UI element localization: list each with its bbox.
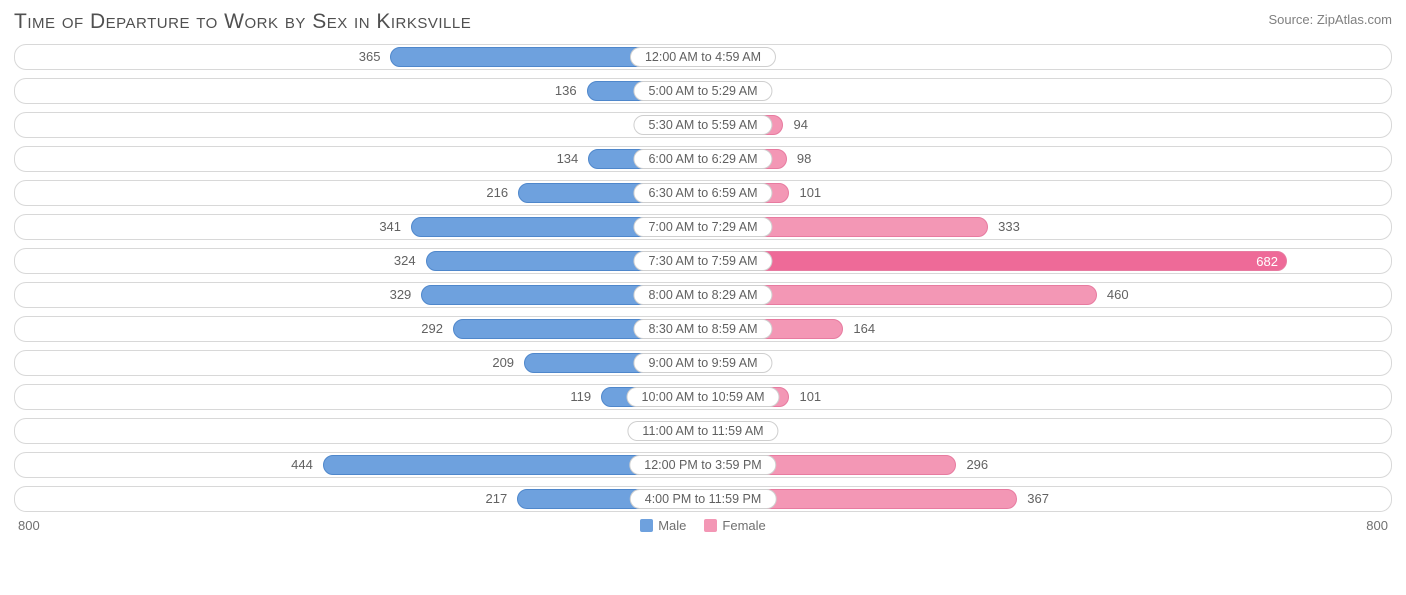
chart-row: 13695:00 AM to 5:29 AM [14,78,1392,104]
male-value: 216 [486,181,508,205]
male-value: 365 [359,45,381,69]
female-value: 94 [793,113,807,137]
female-value: 101 [799,181,821,205]
female-value: 367 [1027,487,1049,511]
female-value: 333 [998,215,1020,239]
female-swatch [704,519,717,532]
male-value: 329 [390,283,412,307]
chart-row: 574811:00 AM to 11:59 AM [14,418,1392,444]
chart-row: 341 333 7:00 AM to 7:29 AM [14,214,1392,240]
female-value: 460 [1107,283,1129,307]
legend-female: Female [704,518,765,533]
chart-header: Time of Departure to Work by Sex in Kirk… [14,10,1392,34]
male-value: 341 [379,215,401,239]
chart-row: 292 164 8:30 AM to 8:59 AM [14,316,1392,342]
female-value: 101 [799,385,821,409]
legend: Male Female [640,518,766,533]
male-value: 324 [394,249,416,273]
chart-row: 37945:30 AM to 5:59 AM [14,112,1392,138]
chart-title: Time of Departure to Work by Sex in Kirk… [14,10,471,34]
row-label: 10:00 AM to 10:59 AM [627,387,780,407]
female-value: 296 [966,453,988,477]
male-value: 136 [555,79,577,103]
axis-max-right: 800 [1366,518,1388,533]
chart-row: 444 296 12:00 PM to 3:59 PM [14,452,1392,478]
chart-row: 682 324 7:30 AM to 7:59 AM [14,248,1392,274]
legend-male-label: Male [658,518,686,533]
chart-footer: 800 Male Female 800 [14,516,1392,533]
chart-row: 217 367 4:00 PM to 11:59 PM [14,486,1392,512]
diverging-bar-chart: 3655112:00 AM to 4:59 AM 13695:00 AM to 5… [14,44,1392,512]
legend-male: Male [640,518,686,533]
row-label: 8:00 AM to 8:29 AM [633,285,772,305]
row-label: 7:00 AM to 7:29 AM [633,217,772,237]
female-value: 98 [797,147,811,171]
legend-female-label: Female [722,518,765,533]
row-label: 6:30 AM to 6:59 AM [633,183,772,203]
chart-row: 3655112:00 AM to 4:59 AM [14,44,1392,70]
chart-row: 216 101 6:30 AM to 6:59 AM [14,180,1392,206]
female-value: 164 [853,317,875,341]
male-value: 217 [486,487,508,511]
male-swatch [640,519,653,532]
chart-row: 119 101 10:00 AM to 10:59 AM [14,384,1392,410]
row-label: 9:00 AM to 9:59 AM [633,353,772,373]
row-label: 7:30 AM to 7:59 AM [633,251,772,271]
chart-row: 209469:00 AM to 9:59 AM [14,350,1392,376]
female-value: 682 [1256,252,1278,272]
row-label: 5:00 AM to 5:29 AM [633,81,772,101]
row-label: 12:00 PM to 3:59 PM [629,455,776,475]
male-value: 444 [291,453,313,477]
axis-max-left: 800 [18,518,40,533]
row-label: 8:30 AM to 8:59 AM [633,319,772,339]
male-value: 292 [421,317,443,341]
male-value: 119 [570,385,591,409]
female-bar: 682 [703,251,1287,271]
chart-source: Source: ZipAtlas.com [1268,10,1392,27]
male-value: 134 [557,147,579,171]
row-label: 5:30 AM to 5:59 AM [633,115,772,135]
chart-row: 329 460 8:00 AM to 8:29 AM [14,282,1392,308]
row-label: 4:00 PM to 11:59 PM [630,489,777,509]
row-label: 12:00 AM to 4:59 AM [630,47,776,67]
male-value: 209 [492,351,514,375]
row-label: 6:00 AM to 6:29 AM [633,149,772,169]
row-label: 11:00 AM to 11:59 AM [627,421,778,441]
chart-row: 134 98 6:00 AM to 6:29 AM [14,146,1392,172]
